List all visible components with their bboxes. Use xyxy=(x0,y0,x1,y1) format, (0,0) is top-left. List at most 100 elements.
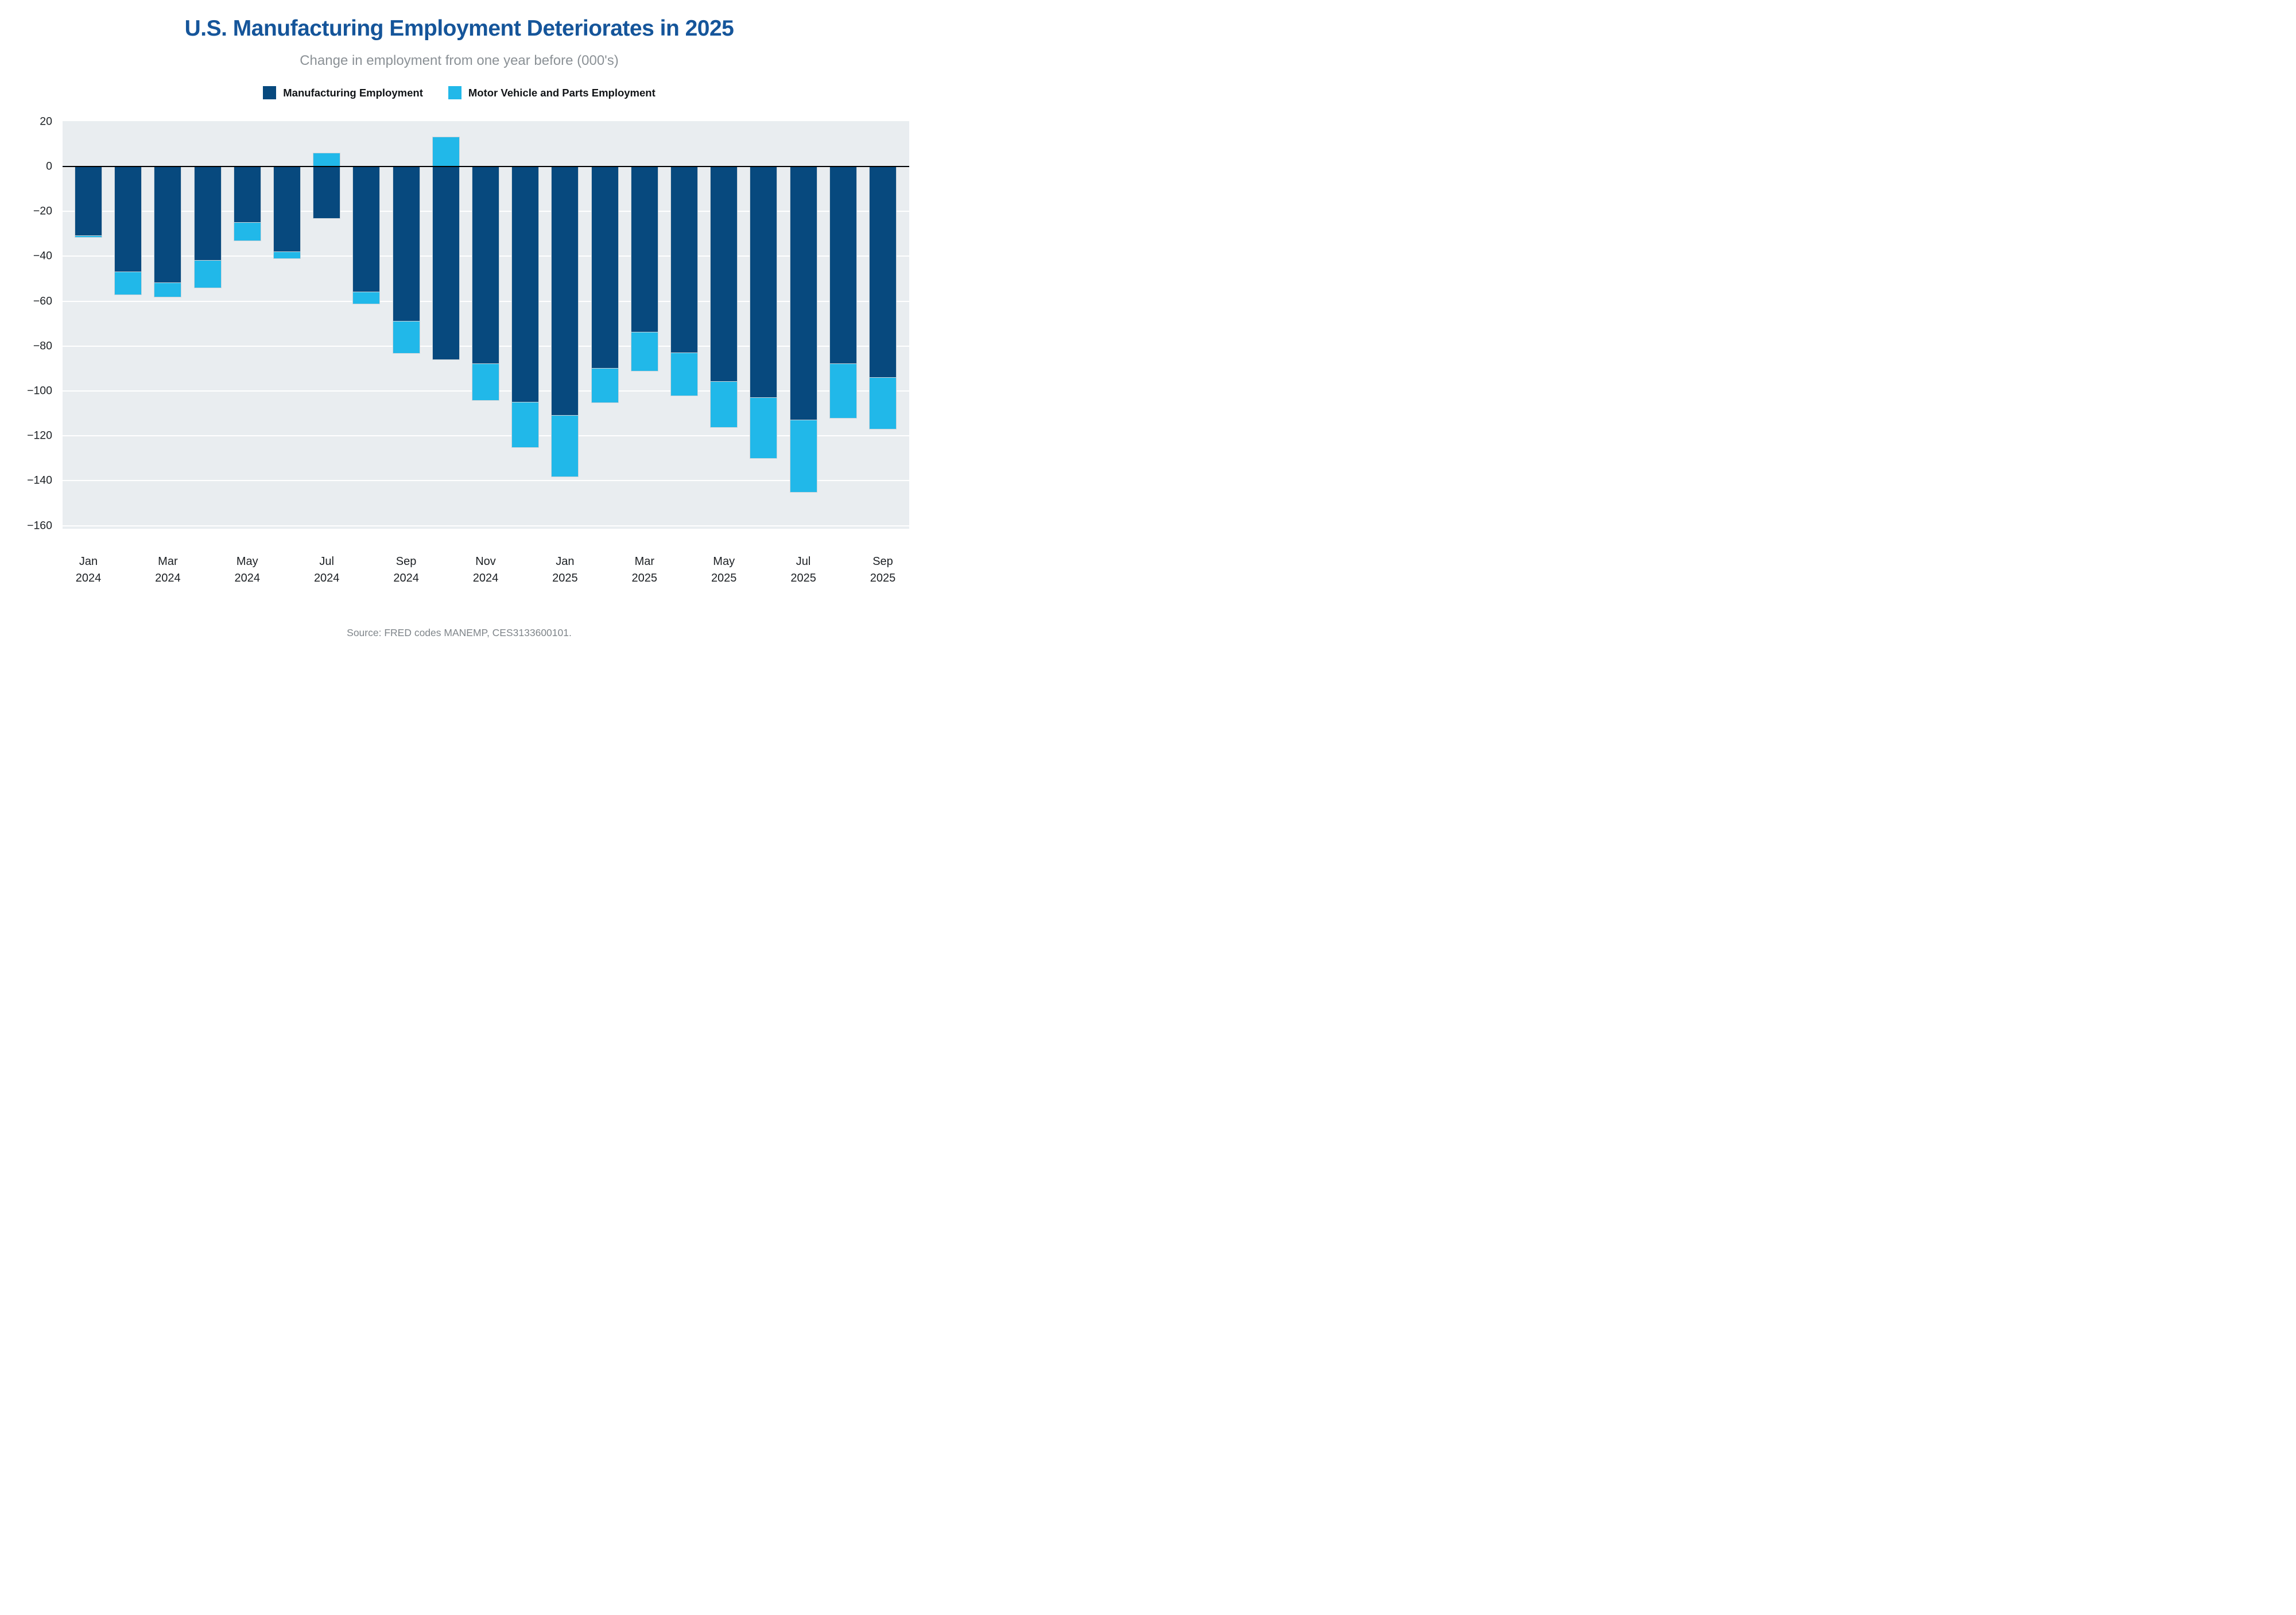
x-tick-year: 2025 xyxy=(711,572,737,584)
manufacturing-bar-segment-apr-2024 xyxy=(193,165,222,262)
x-tick-month: Mar xyxy=(158,555,178,568)
gridline xyxy=(63,525,909,526)
manufacturing-bar-segment-jul-2025 xyxy=(789,166,817,421)
legend-label-motor-vehicle: Motor Vehicle and Parts Employment xyxy=(468,86,656,99)
motor-vehicle-bar-segment-mar-2024 xyxy=(154,282,182,297)
manufacturing-bar-segment-nov-2024 xyxy=(472,165,499,365)
x-axis-tick-label: Sep 2025 xyxy=(854,553,912,587)
manufacturing-bar-segment-may-2024 xyxy=(233,166,261,223)
manufacturing-bar-segment-sep-2024 xyxy=(392,166,420,322)
manufacturing-bar-segment-aug-2024 xyxy=(352,166,381,293)
x-tick-month: May xyxy=(236,555,258,568)
y-axis-tick-label: −80 xyxy=(33,339,52,353)
y-axis-tick-label: 20 xyxy=(40,115,52,128)
motor-vehicle-bar-segment-oct-2024 xyxy=(432,137,460,167)
x-axis-tick-label: Sep 2024 xyxy=(378,553,435,587)
y-axis-tick-label: 0 xyxy=(46,160,52,173)
motor-vehicle-bar-segment-aug-2025 xyxy=(829,363,857,419)
manufacturing-swatch-icon xyxy=(263,86,277,99)
motor-vehicle-bar-segment-jul-2025 xyxy=(789,419,817,493)
x-axis-tick-label: Jul 2025 xyxy=(775,553,832,587)
x-axis-tick-label: Jul 2024 xyxy=(298,553,355,587)
x-axis-tick-label: Jan 2024 xyxy=(60,553,117,587)
manufacturing-bar-segment-jan-2025 xyxy=(551,166,579,416)
motor-vehicle-bar-segment-jan-2024 xyxy=(75,235,102,238)
x-tick-month: Sep xyxy=(872,555,893,568)
motor-vehicle-bar-segment-dec-2024 xyxy=(511,401,540,448)
x-tick-year: 2024 xyxy=(472,572,499,584)
manufacturing-bar-segment-mar-2025 xyxy=(630,165,658,334)
motor-vehicle-bar-segment-may-2024 xyxy=(233,222,261,242)
motor-vehicle-bar-segment-jan-2025 xyxy=(551,415,579,477)
y-axis-tick-label: −40 xyxy=(33,249,52,262)
manufacturing-bar-segment-may-2025 xyxy=(710,165,738,383)
x-axis-tick-label: Nov 2024 xyxy=(457,553,514,587)
x-tick-year: 2025 xyxy=(790,572,816,584)
manufacturing-bar-segment-oct-2024 xyxy=(432,165,460,361)
motor-vehicle-bar-segment-apr-2025 xyxy=(670,352,698,396)
chart-page: U.S. Manufacturing Employment Deteriorat… xyxy=(0,0,918,646)
manufacturing-bar-segment-jul-2024 xyxy=(313,166,341,219)
gridline xyxy=(63,480,909,482)
manufacturing-bar-segment-feb-2024 xyxy=(114,166,142,273)
manufacturing-bar-segment-sep-2025 xyxy=(869,166,897,378)
motor-vehicle-bar-segment-jun-2024 xyxy=(273,251,301,260)
motor-vehicle-bar-segment-sep-2024 xyxy=(392,320,420,354)
manufacturing-bar-segment-feb-2025 xyxy=(591,166,619,369)
legend-label-manufacturing: Manufacturing Employment xyxy=(283,86,423,99)
x-tick-year: 2024 xyxy=(155,572,181,584)
motor-vehicle-swatch-icon xyxy=(448,86,461,99)
motor-vehicle-bar-segment-may-2025 xyxy=(710,381,738,428)
chart-subtitle: Change in employment from one year befor… xyxy=(300,53,619,68)
motor-vehicle-bar-segment-apr-2024 xyxy=(193,260,222,289)
y-axis-tick-label: −120 xyxy=(27,429,52,442)
x-tick-year: 2025 xyxy=(552,572,578,584)
x-tick-month: Nov xyxy=(475,555,496,568)
motor-vehicle-bar-segment-feb-2024 xyxy=(114,271,142,295)
legend-item-motor-vehicle: Motor Vehicle and Parts Employment xyxy=(448,86,656,99)
x-tick-month: Jul xyxy=(319,555,334,568)
x-tick-month: Sep xyxy=(395,555,417,568)
x-tick-month: Jul xyxy=(796,555,811,568)
page-title: U.S. Manufacturing Employment Deteriorat… xyxy=(184,16,734,41)
motor-vehicle-bar-segment-mar-2025 xyxy=(630,332,658,371)
x-tick-month: Jan xyxy=(556,555,575,568)
motor-vehicle-bar-segment-feb-2025 xyxy=(591,367,619,403)
x-axis-tick-label: May 2024 xyxy=(219,553,276,587)
y-axis-tick-label: −100 xyxy=(27,384,52,397)
x-tick-year: 2025 xyxy=(870,572,896,584)
x-tick-month: May xyxy=(713,555,735,568)
zero-axis-line xyxy=(63,165,909,168)
manufacturing-bar-segment-apr-2025 xyxy=(670,166,698,354)
x-tick-year: 2024 xyxy=(393,572,419,584)
x-axis-tick-label: May 2025 xyxy=(695,553,753,587)
motor-vehicle-bar-segment-jul-2024 xyxy=(313,152,341,168)
x-tick-year: 2024 xyxy=(234,572,261,584)
x-tick-year: 2024 xyxy=(313,572,340,584)
y-axis-tick-label: −60 xyxy=(33,295,52,308)
x-axis-tick-label: Mar 2024 xyxy=(139,553,196,587)
manufacturing-bar-segment-jun-2025 xyxy=(750,166,778,398)
manufacturing-bar-segment-mar-2024 xyxy=(154,165,182,284)
x-axis-tick-label: Jan 2025 xyxy=(536,553,594,587)
x-tick-month: Jan xyxy=(79,555,98,568)
y-axis-tick-label: −160 xyxy=(27,519,52,532)
manufacturing-bar-segment-jun-2024 xyxy=(273,166,301,253)
motor-vehicle-bar-segment-aug-2024 xyxy=(352,291,381,304)
x-tick-year: 2024 xyxy=(75,572,102,584)
gridline xyxy=(63,435,909,437)
x-axis-tick-label: Mar 2025 xyxy=(616,553,673,587)
x-tick-month: Mar xyxy=(634,555,655,568)
manufacturing-bar-segment-jan-2024 xyxy=(75,165,102,237)
y-axis-tick-label: −20 xyxy=(33,204,52,218)
motor-vehicle-bar-segment-sep-2025 xyxy=(869,377,897,430)
manufacturing-bar-segment-aug-2025 xyxy=(829,165,857,365)
manufacturing-bar-segment-dec-2024 xyxy=(511,166,540,403)
x-tick-year: 2025 xyxy=(631,572,658,584)
legend-item-manufacturing: Manufacturing Employment xyxy=(263,86,423,99)
motor-vehicle-bar-segment-nov-2024 xyxy=(472,363,499,401)
motor-vehicle-bar-segment-jun-2025 xyxy=(750,397,778,459)
y-axis-tick-label: −140 xyxy=(27,474,52,487)
legend: Manufacturing Employment Motor Vehicle a… xyxy=(0,86,918,99)
source-note: Source: FRED codes MANEMP, CES3133600101… xyxy=(347,627,572,638)
